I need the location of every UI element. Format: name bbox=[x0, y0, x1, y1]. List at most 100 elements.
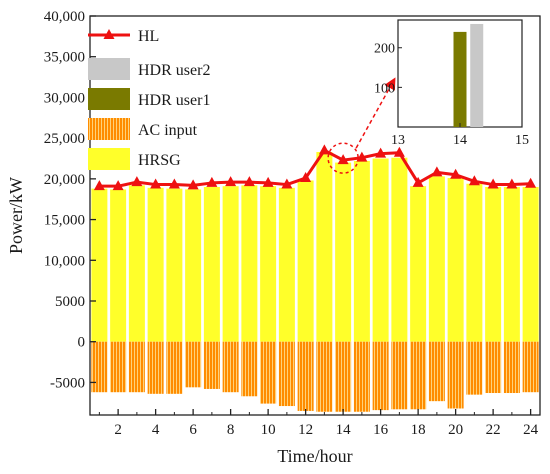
legend-item-hl: HL bbox=[88, 28, 159, 45]
x-tick-label: 22 bbox=[486, 422, 501, 438]
ac-input-bar bbox=[147, 341, 164, 394]
ac-input-bar bbox=[297, 341, 314, 411]
y-tick-label: 40,000 bbox=[44, 9, 85, 25]
hrsg-bar bbox=[203, 187, 220, 342]
hl-point bbox=[150, 178, 162, 189]
ac-input-bar bbox=[335, 341, 352, 412]
axes: -5000 0 5000 10,000 15,000 20,000 25,000 30,000… bbox=[44, 9, 541, 438]
hrsg-bar bbox=[503, 187, 520, 342]
hrsg-bar bbox=[353, 160, 370, 342]
hrsg-bar bbox=[466, 183, 483, 342]
hl-point bbox=[356, 151, 368, 162]
ac-input-bar bbox=[522, 341, 539, 393]
hl-point bbox=[337, 154, 349, 165]
hl-point bbox=[375, 147, 387, 158]
ac-input-bar bbox=[278, 341, 295, 407]
hrsg-bar bbox=[297, 180, 314, 342]
y-tick-label: 30,000 bbox=[44, 90, 85, 106]
hrsg-bar bbox=[372, 158, 389, 342]
legend-item-hdr-user2: HDR user2 bbox=[88, 58, 210, 80]
x-tick-label: 6 bbox=[189, 422, 197, 438]
inset-bar bbox=[470, 23, 484, 127]
ac-input-bar bbox=[203, 341, 220, 389]
legend-swatch-hdr-user2 bbox=[88, 58, 130, 80]
hl-point bbox=[112, 180, 124, 191]
legend-item-ac-input: AC input bbox=[88, 118, 198, 140]
y-tick-label: -5000 bbox=[50, 375, 85, 391]
x-tick-label: 4 bbox=[152, 422, 160, 438]
hl-point bbox=[468, 175, 480, 186]
inset-y-tick-label: 100 bbox=[374, 81, 395, 96]
x-tick-label: 18 bbox=[411, 422, 426, 438]
ac-input-bar bbox=[260, 341, 277, 404]
legend-swatch-hrsg bbox=[88, 148, 130, 170]
zoom-arrow bbox=[355, 77, 396, 149]
hrsg-bar bbox=[410, 186, 427, 342]
inset-y-tick-label: 200 bbox=[374, 42, 395, 57]
hl-point bbox=[281, 178, 293, 189]
hl-point bbox=[525, 177, 537, 188]
legend-swatch-hdr-user1 bbox=[88, 88, 130, 110]
legend-item-hrsg: HRSG bbox=[88, 148, 181, 170]
legend-label-hdr-user1: HDR user1 bbox=[138, 92, 210, 109]
ac-input-bar bbox=[222, 341, 239, 393]
hl-point bbox=[318, 144, 330, 155]
inset-chart: 100 200 13 14 15 bbox=[374, 19, 529, 148]
legend-swatch-ac-input bbox=[88, 118, 130, 140]
hrsg-bar bbox=[91, 188, 108, 342]
ac-input-bar bbox=[391, 341, 408, 410]
hl-point bbox=[506, 178, 518, 189]
hrsg-bars bbox=[91, 151, 539, 342]
plot-border bbox=[89, 15, 541, 416]
legend: HL HDR user2 HDR user1 AC input HRSG bbox=[88, 28, 210, 170]
x-tick-label: 8 bbox=[227, 422, 235, 438]
hrsg-bar bbox=[241, 185, 258, 342]
ac-input-bar bbox=[353, 341, 370, 412]
inset-x-tick-label: 14 bbox=[453, 133, 467, 148]
hrsg-bar bbox=[128, 185, 145, 342]
ac-input-bars bbox=[91, 341, 539, 412]
ac-input-bar bbox=[110, 341, 127, 393]
hl-point bbox=[168, 178, 180, 189]
ac-input-bar bbox=[185, 341, 202, 388]
hl-point bbox=[450, 168, 462, 179]
ac-input-bar bbox=[428, 341, 445, 402]
ac-input-bar bbox=[372, 341, 389, 411]
ac-input-bar bbox=[91, 341, 108, 393]
zoom-circle bbox=[327, 142, 359, 174]
hl-point bbox=[225, 176, 237, 187]
y-tick-label: 0 bbox=[78, 335, 86, 351]
zoom-callout bbox=[327, 77, 396, 174]
inset-bar bbox=[453, 31, 467, 128]
hrsg-bar bbox=[485, 187, 502, 342]
x-tick-label: 20 bbox=[448, 422, 463, 438]
hl-point bbox=[262, 176, 274, 187]
ac-input-bar bbox=[316, 341, 333, 412]
y-tick-label: 25,000 bbox=[44, 131, 85, 147]
ac-input-bar bbox=[447, 341, 464, 409]
ac-input-bar bbox=[503, 341, 520, 394]
hrsg-bar bbox=[335, 162, 352, 342]
inset-x-tick-label: 15 bbox=[515, 133, 529, 148]
hrsg-bar bbox=[166, 188, 183, 342]
ac-input-bar bbox=[241, 341, 258, 397]
hl-point bbox=[187, 179, 199, 190]
hl-point bbox=[431, 166, 443, 177]
hrsg-bar bbox=[222, 186, 239, 342]
x-axis-title: Time/hour bbox=[277, 446, 352, 466]
hl-point bbox=[206, 176, 218, 187]
y-tick-label: 5000 bbox=[55, 294, 85, 310]
hrsg-bar bbox=[522, 187, 539, 342]
x-tick-label: 16 bbox=[373, 422, 389, 438]
hrsg-bar bbox=[110, 189, 127, 342]
hrsg-bar bbox=[147, 187, 164, 342]
legend-label-ac-input: AC input bbox=[138, 122, 198, 139]
y-tick-label: 20,000 bbox=[44, 172, 85, 188]
x-tick-label: 24 bbox=[523, 422, 539, 438]
hrsg-bar bbox=[428, 176, 445, 342]
ac-input-bar bbox=[410, 341, 427, 410]
inset-x-tick-label: 13 bbox=[391, 133, 405, 148]
hrsg-bar bbox=[185, 189, 202, 342]
hl-point bbox=[93, 180, 105, 191]
x-tick-label: 10 bbox=[261, 422, 276, 438]
